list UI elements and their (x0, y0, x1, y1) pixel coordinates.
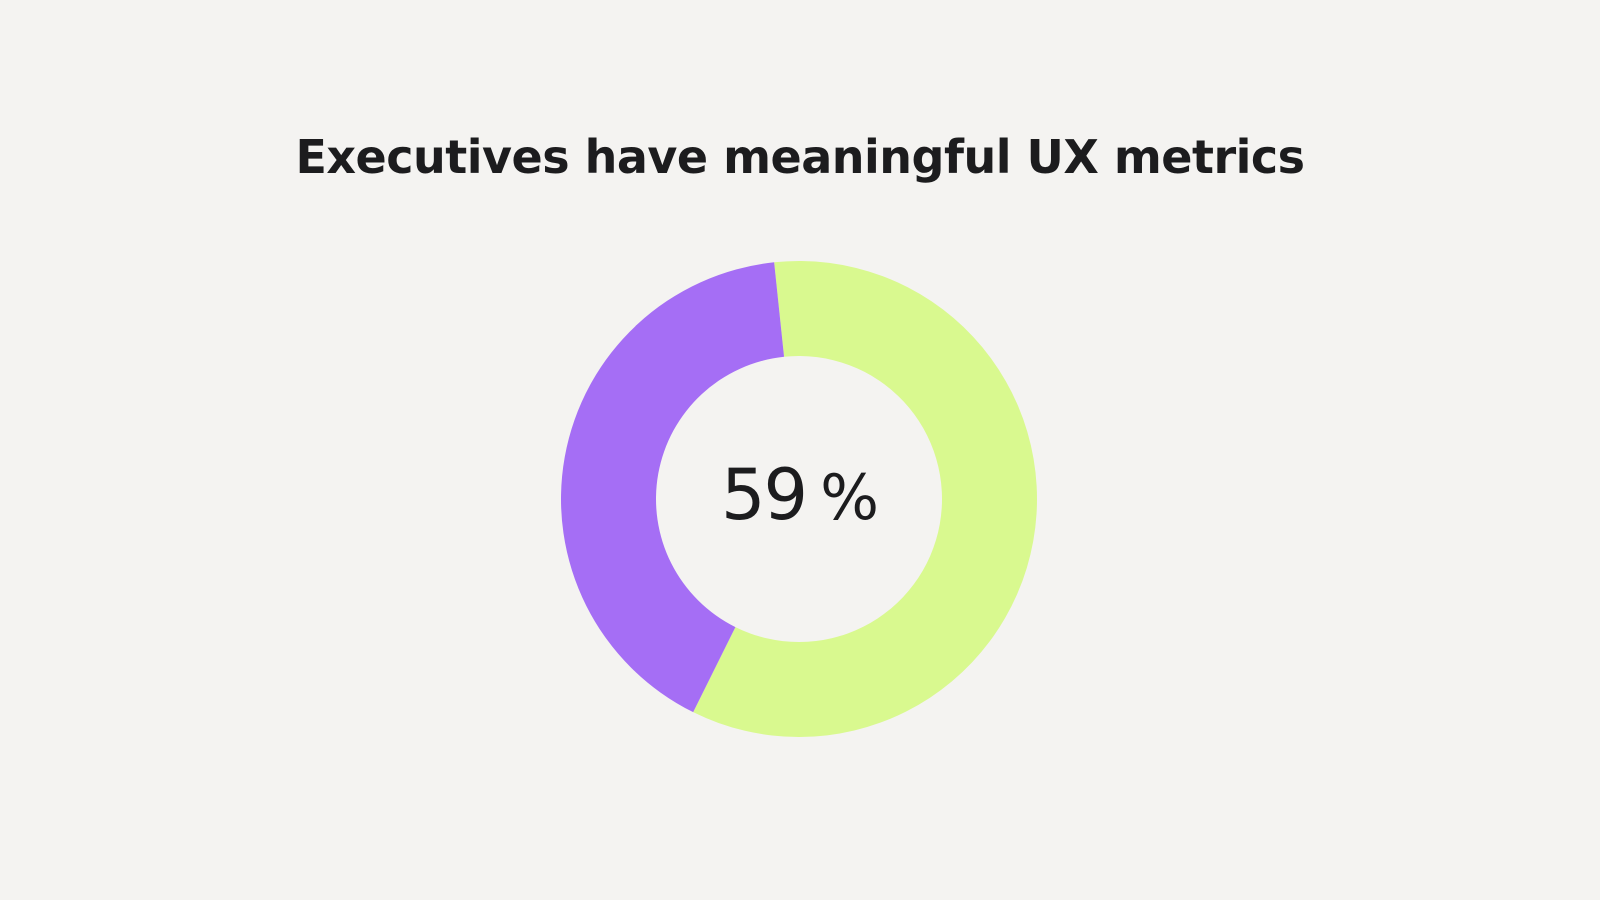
center-value-label: 59% (660, 455, 940, 535)
donut-slice-1 (693, 261, 1037, 737)
chart-title: Executives have meaningful UX metrics (295, 130, 1305, 184)
center-value: 59 (721, 454, 808, 536)
donut-slice-2 (561, 262, 785, 713)
center-unit: % (820, 461, 879, 534)
